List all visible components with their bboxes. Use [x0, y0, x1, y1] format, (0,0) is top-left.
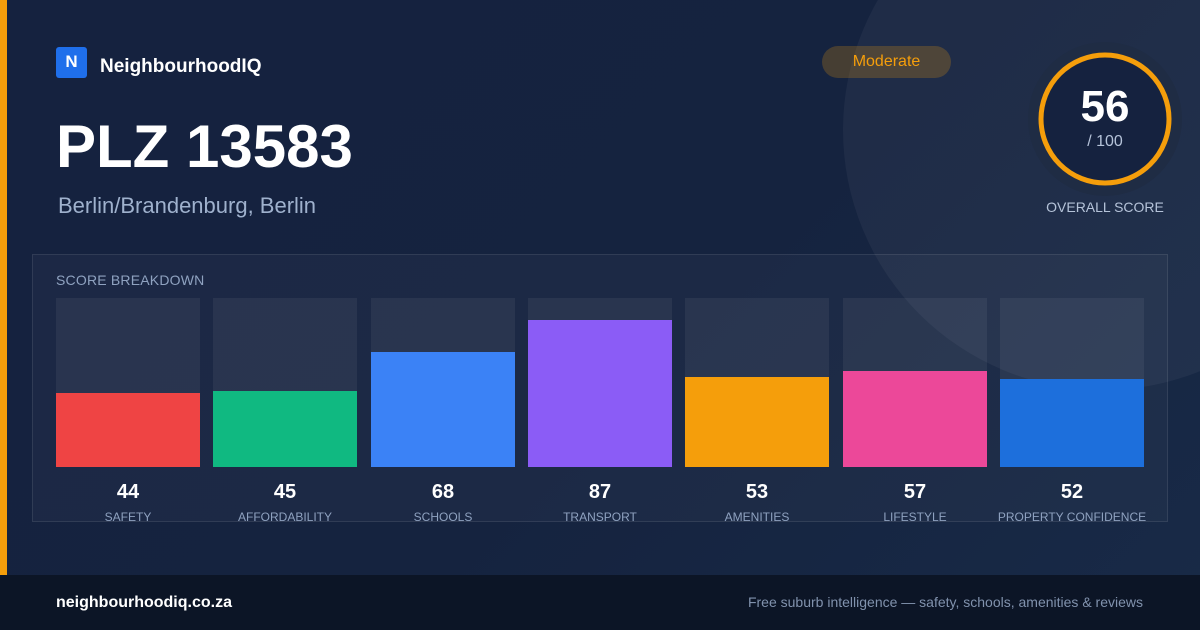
bar-value: 87	[588, 481, 612, 503]
bar-fill-lifestyle	[843, 371, 987, 467]
bar-track	[371, 298, 515, 467]
bar-fill-amenities	[685, 377, 829, 467]
bar-label: SAFETY	[104, 510, 152, 524]
bar-label: LIFESTYLE	[883, 510, 947, 524]
bar-track	[213, 298, 357, 467]
bar-track	[1000, 298, 1144, 467]
score-ring-inner	[1041, 55, 1169, 183]
bar-track	[843, 298, 987, 467]
overall-score-caption: OVERALL SCORE	[1046, 199, 1164, 215]
accent-bar	[0, 0, 7, 575]
bar-label: AMENITIES	[724, 510, 790, 524]
bar-fill-schools	[371, 352, 515, 467]
brand[interactable]: N NeighbourhoodIQ	[56, 46, 261, 78]
bar-track	[56, 298, 200, 467]
overall-score-ring: 56 / 100	[1028, 42, 1182, 196]
bar-fill-transport	[528, 320, 672, 467]
bar-value: 53	[745, 481, 769, 503]
overall-score-max: / 100	[1087, 133, 1123, 150]
bar-track	[528, 298, 672, 467]
bar-label: TRANSPORT	[563, 510, 637, 524]
bar-fill-property-confidence	[1000, 379, 1144, 467]
score-ring-progress	[1038, 52, 1172, 186]
bar-value: 57	[903, 481, 927, 503]
bar-label: AFFORDABILITY	[237, 510, 332, 524]
footer: neighbourhoodiq.co.za Free suburb intell…	[0, 575, 1200, 630]
score-breakdown-panel: SCORE BREAKDOWN 44 SAFETY 45 AFFORDABILI…	[32, 254, 1168, 524]
score-ring-graphic	[1028, 42, 1182, 196]
bar-value: 45	[273, 481, 297, 503]
rating-badge: Moderate	[822, 46, 951, 78]
brand-logo-icon: N	[56, 46, 87, 78]
brand-name: NeighbourhoodIQ	[100, 56, 262, 77]
bar-track	[685, 298, 829, 467]
bar-value: 52	[1060, 481, 1084, 503]
bar-label: PROPERTY CONFIDENCE	[997, 510, 1147, 524]
bar-value: 68	[431, 481, 455, 503]
location-subtitle: Berlin/Brandenburg, Berlin	[58, 193, 317, 218]
bar-label: SCHOOLS	[413, 510, 473, 524]
overall-score-value: 56	[1080, 82, 1130, 131]
bar-fill-safety	[56, 393, 200, 467]
page-title: PLZ 13583	[56, 113, 353, 180]
bar-value: 44	[116, 481, 140, 503]
footer-site-link[interactable]: neighbourhoodiq.co.za	[56, 594, 232, 611]
bar-fill-affordability	[213, 391, 357, 467]
breakdown-heading: SCORE BREAKDOWN	[56, 272, 205, 288]
footer-tagline: Free suburb intelligence — safety, schoo…	[747, 594, 1143, 610]
